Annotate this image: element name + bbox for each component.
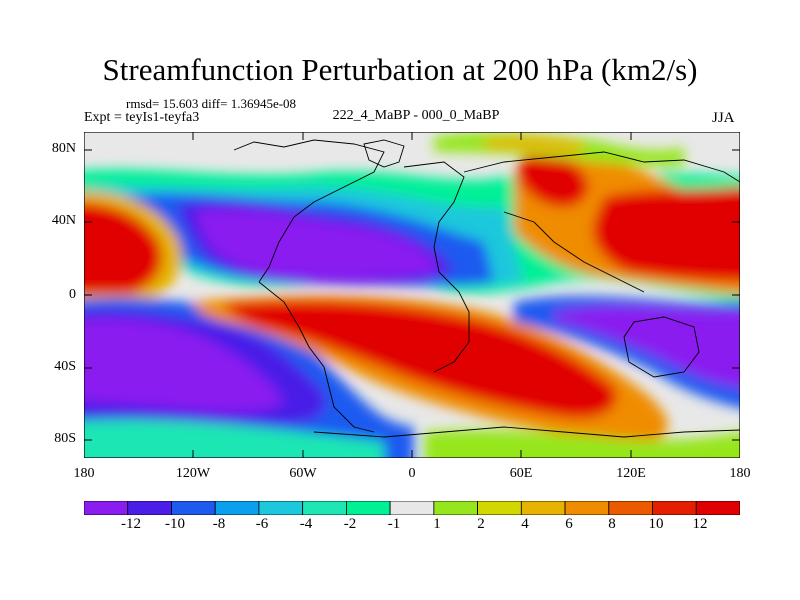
season-label: JJA (712, 110, 735, 126)
y-tick-label-40n: 40N (51, 213, 76, 228)
colorbar-box (389, 501, 435, 515)
y-tick-label-40s: 40S (54, 359, 76, 374)
colorbar-box (171, 501, 216, 515)
colorbar-box (214, 501, 260, 515)
experiment-label: Expt = teyIs1-teyfa3 (84, 110, 200, 125)
axis-ticks (84, 132, 740, 458)
x-tick-label-60w: 60W (289, 466, 317, 481)
x-tick-label-0: 0 (408, 466, 416, 481)
colorbar-label: 6 (565, 516, 573, 532)
x-tick-label-180-left: 180 (73, 466, 95, 481)
colorbar-label: -10 (165, 516, 185, 532)
colorbar-box (695, 501, 740, 515)
colorbar-box (520, 501, 566, 515)
colorbar-label: 10 (648, 516, 664, 532)
period-difference-label: 222_4_MaBP - 000_0_MaBP (332, 108, 500, 123)
contour-field (84, 132, 740, 458)
colorbar-box (345, 501, 391, 515)
streamfunction-map (84, 132, 740, 458)
x-tick-label-120w: 120W (175, 466, 211, 481)
colorbar-box (564, 501, 610, 515)
plot-title: Streamfunction Perturbation at 200 hPa (… (102, 52, 698, 87)
y-tick-label-80s: 80S (54, 431, 76, 446)
colorbar-label: 2 (477, 516, 485, 532)
colorbar-box (477, 501, 522, 515)
colorbar-label: 12 (692, 516, 708, 532)
y-tick-label-0: 0 (69, 287, 76, 302)
colorbar-box (84, 501, 129, 515)
rmsd-diff-stats: rmsd= 15.603 diff= 1.36945e-08 (126, 96, 297, 111)
colorbar-box (258, 501, 304, 515)
colorbar-label: 1 (433, 516, 441, 532)
colorbar-box (608, 501, 653, 515)
colorbar-label: -1 (387, 516, 401, 532)
colorbar-box (302, 501, 347, 515)
colorbar (84, 501, 740, 515)
x-tick-label-120e: 120E (616, 466, 646, 481)
colorbar-box (433, 501, 478, 515)
colorbar-label: -6 (255, 516, 269, 532)
colorbar-label: -2 (343, 516, 357, 532)
colorbar-box (652, 501, 697, 515)
colorbar-label: -4 (299, 516, 313, 532)
x-tick-label-60e: 60E (509, 466, 533, 481)
colorbar-label: 8 (608, 516, 616, 532)
coastlines (233, 139, 740, 438)
x-tick-label-180-right: 180 (729, 466, 751, 481)
colorbar-label: -8 (212, 516, 226, 532)
colorbar-box (127, 501, 172, 515)
colorbar-label: 4 (521, 516, 529, 532)
colorbar-label: -12 (121, 516, 141, 532)
y-tick-label-80n: 80N (51, 141, 76, 156)
